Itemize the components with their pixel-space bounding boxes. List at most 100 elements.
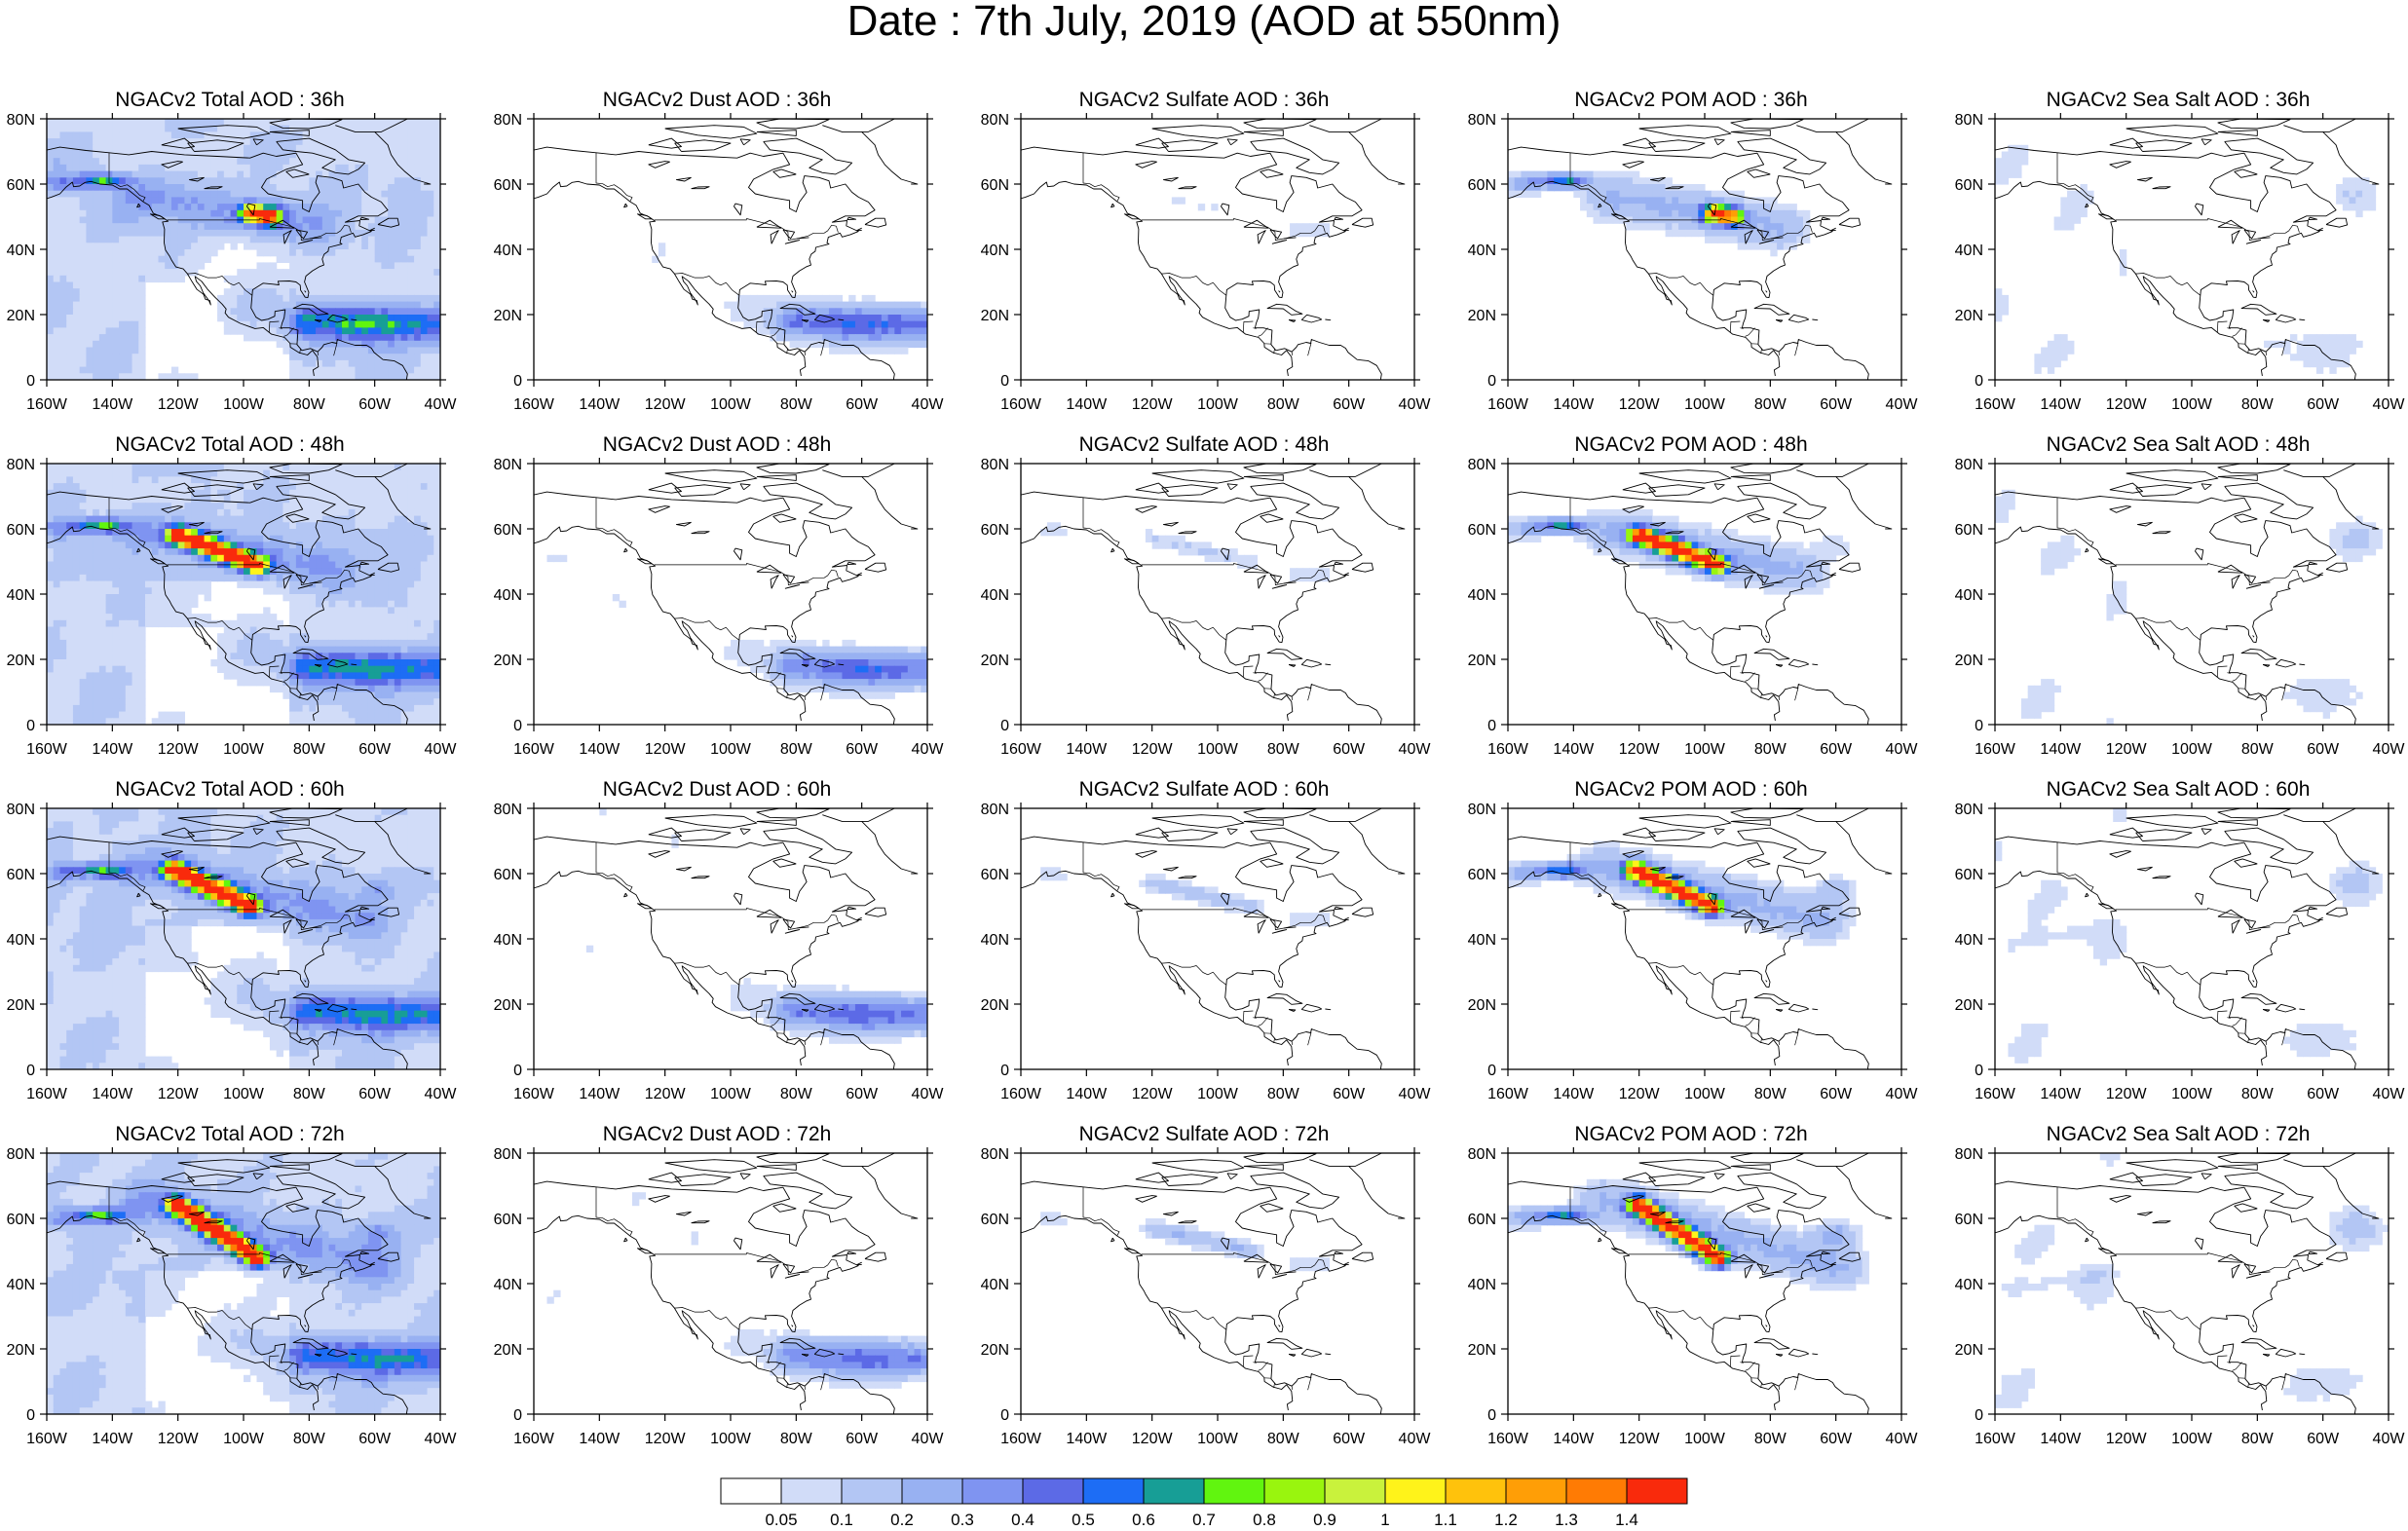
aod-cell xyxy=(302,574,310,582)
aod-cell xyxy=(79,554,87,563)
aod-cell xyxy=(59,639,67,648)
aod-cell xyxy=(2041,347,2049,355)
aod-cell xyxy=(249,464,258,471)
aod-cell xyxy=(2073,190,2082,198)
aod-cell xyxy=(170,541,179,549)
aod-cell xyxy=(230,659,238,667)
aod-cell xyxy=(374,366,382,374)
aod-cell xyxy=(394,568,402,576)
aod-cell xyxy=(302,327,310,335)
aod-cell xyxy=(420,269,429,277)
aod-cell xyxy=(881,315,889,322)
aod-cell xyxy=(276,131,283,139)
aod-cell xyxy=(138,170,146,178)
aod-cell xyxy=(770,327,777,335)
aod-cell xyxy=(407,568,415,576)
aod-cell xyxy=(316,366,323,374)
aod-cell xyxy=(72,464,81,471)
aod-cell xyxy=(98,125,107,132)
aod-cell xyxy=(112,476,120,484)
coastline xyxy=(1151,125,1245,139)
aod-cell xyxy=(388,561,395,569)
aod-cell xyxy=(289,614,297,621)
aod-cell xyxy=(276,177,283,185)
aod-cell xyxy=(361,354,369,361)
aod-cell xyxy=(249,243,258,250)
coastline xyxy=(1348,131,1406,185)
coastline xyxy=(1812,318,1819,321)
aod-cell xyxy=(184,587,192,595)
aod-cell xyxy=(47,633,55,641)
aod-cell xyxy=(158,580,166,588)
aod-cell xyxy=(420,315,429,322)
aod-cell xyxy=(1672,190,1679,198)
aod-cell xyxy=(763,308,771,316)
aod-cell xyxy=(282,529,290,537)
aod-cell xyxy=(269,164,278,172)
aod-cell xyxy=(342,574,350,582)
aod-cell xyxy=(256,561,264,569)
aod-cell xyxy=(420,607,429,615)
aod-cell xyxy=(112,580,120,588)
aod-cell xyxy=(407,281,415,289)
aod-cell xyxy=(309,334,317,342)
aod-cell xyxy=(381,548,389,556)
aod-cell xyxy=(433,554,440,563)
aod-cell xyxy=(53,529,61,537)
aod-cell xyxy=(177,483,185,491)
aod-cell xyxy=(381,366,389,374)
aod-cell xyxy=(145,255,153,263)
aod-cell xyxy=(427,288,434,296)
aod-cell xyxy=(223,541,232,549)
aod-cell xyxy=(342,366,350,374)
aod-cell xyxy=(170,522,179,530)
aod-cell xyxy=(263,529,271,537)
aod-cell xyxy=(276,197,283,205)
aod-cell xyxy=(289,315,297,322)
aod-cell xyxy=(414,197,422,205)
aod-cell xyxy=(244,489,251,498)
aod-cell xyxy=(177,144,185,153)
aod-cell xyxy=(86,216,94,224)
aod-cell xyxy=(302,138,310,146)
aod-cell xyxy=(59,334,67,342)
aod-cell xyxy=(388,594,395,602)
aod-cell xyxy=(302,600,310,608)
aod-cell xyxy=(158,522,166,530)
aod-cell xyxy=(132,561,139,569)
aod-cell xyxy=(407,541,415,549)
aod-cell xyxy=(1658,197,1667,205)
aod-cell xyxy=(2336,190,2344,198)
aod-cell xyxy=(316,144,323,153)
aod-cell xyxy=(210,197,218,205)
aod-cell xyxy=(47,646,55,653)
aod-cell xyxy=(388,554,395,563)
aod-cell xyxy=(420,366,429,374)
aod-cell xyxy=(355,561,362,569)
aod-cell xyxy=(433,294,440,303)
coastline xyxy=(2085,203,2089,208)
aod-cell xyxy=(355,373,362,380)
aod-cell xyxy=(138,373,146,380)
aod-cell xyxy=(263,294,271,303)
y-tick-label: 20N xyxy=(981,308,1009,324)
aod-cell xyxy=(328,508,336,517)
aod-cell xyxy=(170,197,179,205)
aod-cell xyxy=(138,529,146,537)
aod-cell xyxy=(302,255,310,263)
aod-cell xyxy=(86,301,94,309)
aod-cell xyxy=(328,464,336,471)
aod-cell xyxy=(295,359,304,368)
aod-cell xyxy=(355,619,362,628)
aod-cell xyxy=(269,619,278,628)
aod-cell xyxy=(316,508,323,517)
x-tick-label: 100W xyxy=(710,396,752,413)
aod-cell xyxy=(414,119,422,127)
aod-cell xyxy=(244,535,251,542)
aod-cell xyxy=(217,204,225,211)
aod-cell xyxy=(145,269,153,277)
aod-cell xyxy=(342,229,350,238)
aod-cell xyxy=(789,308,797,316)
aod-cell xyxy=(289,131,297,139)
aod-cell xyxy=(302,204,310,211)
